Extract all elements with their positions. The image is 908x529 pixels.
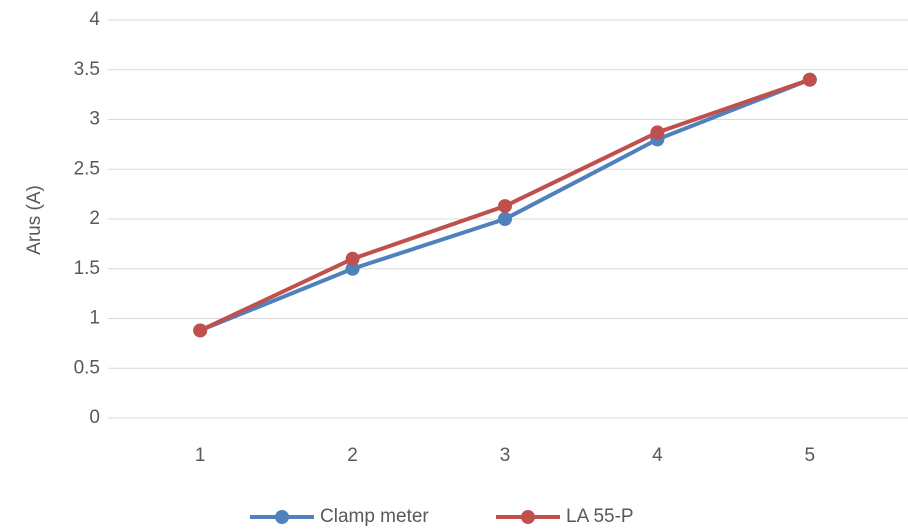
- x-tick-label: 1: [195, 445, 206, 466]
- x-tick-label: 3: [500, 445, 511, 466]
- y-tick-label: 3.5: [74, 59, 100, 80]
- y-tick-label: 1: [89, 308, 100, 329]
- data-point: [498, 199, 512, 214]
- data-point: [345, 261, 360, 276]
- x-tick-label: 5: [805, 445, 816, 466]
- data-point: [802, 72, 817, 87]
- x-tick-label: 2: [347, 445, 358, 466]
- data-point: [193, 323, 208, 338]
- y-tick-label: 2: [89, 208, 100, 229]
- data-point: [345, 251, 360, 266]
- y-tick-label: 3: [89, 109, 100, 130]
- y-tick-label: 0.5: [74, 357, 100, 378]
- legend-label: LA 55-P: [566, 506, 634, 527]
- legend-label: Clamp meter: [320, 506, 429, 527]
- legend-marker: [521, 510, 535, 524]
- data-point: [650, 125, 665, 140]
- x-tick-label: 4: [652, 445, 663, 466]
- y-tick-label: 0: [89, 407, 100, 428]
- y-tick-label: 4: [89, 9, 100, 30]
- legend-marker: [275, 510, 289, 524]
- data-point: [498, 212, 512, 226]
- y-tick-label: 1.5: [74, 258, 100, 279]
- y-tick-label: 2.5: [74, 158, 100, 179]
- y-axis-title: Arus (A): [24, 185, 45, 255]
